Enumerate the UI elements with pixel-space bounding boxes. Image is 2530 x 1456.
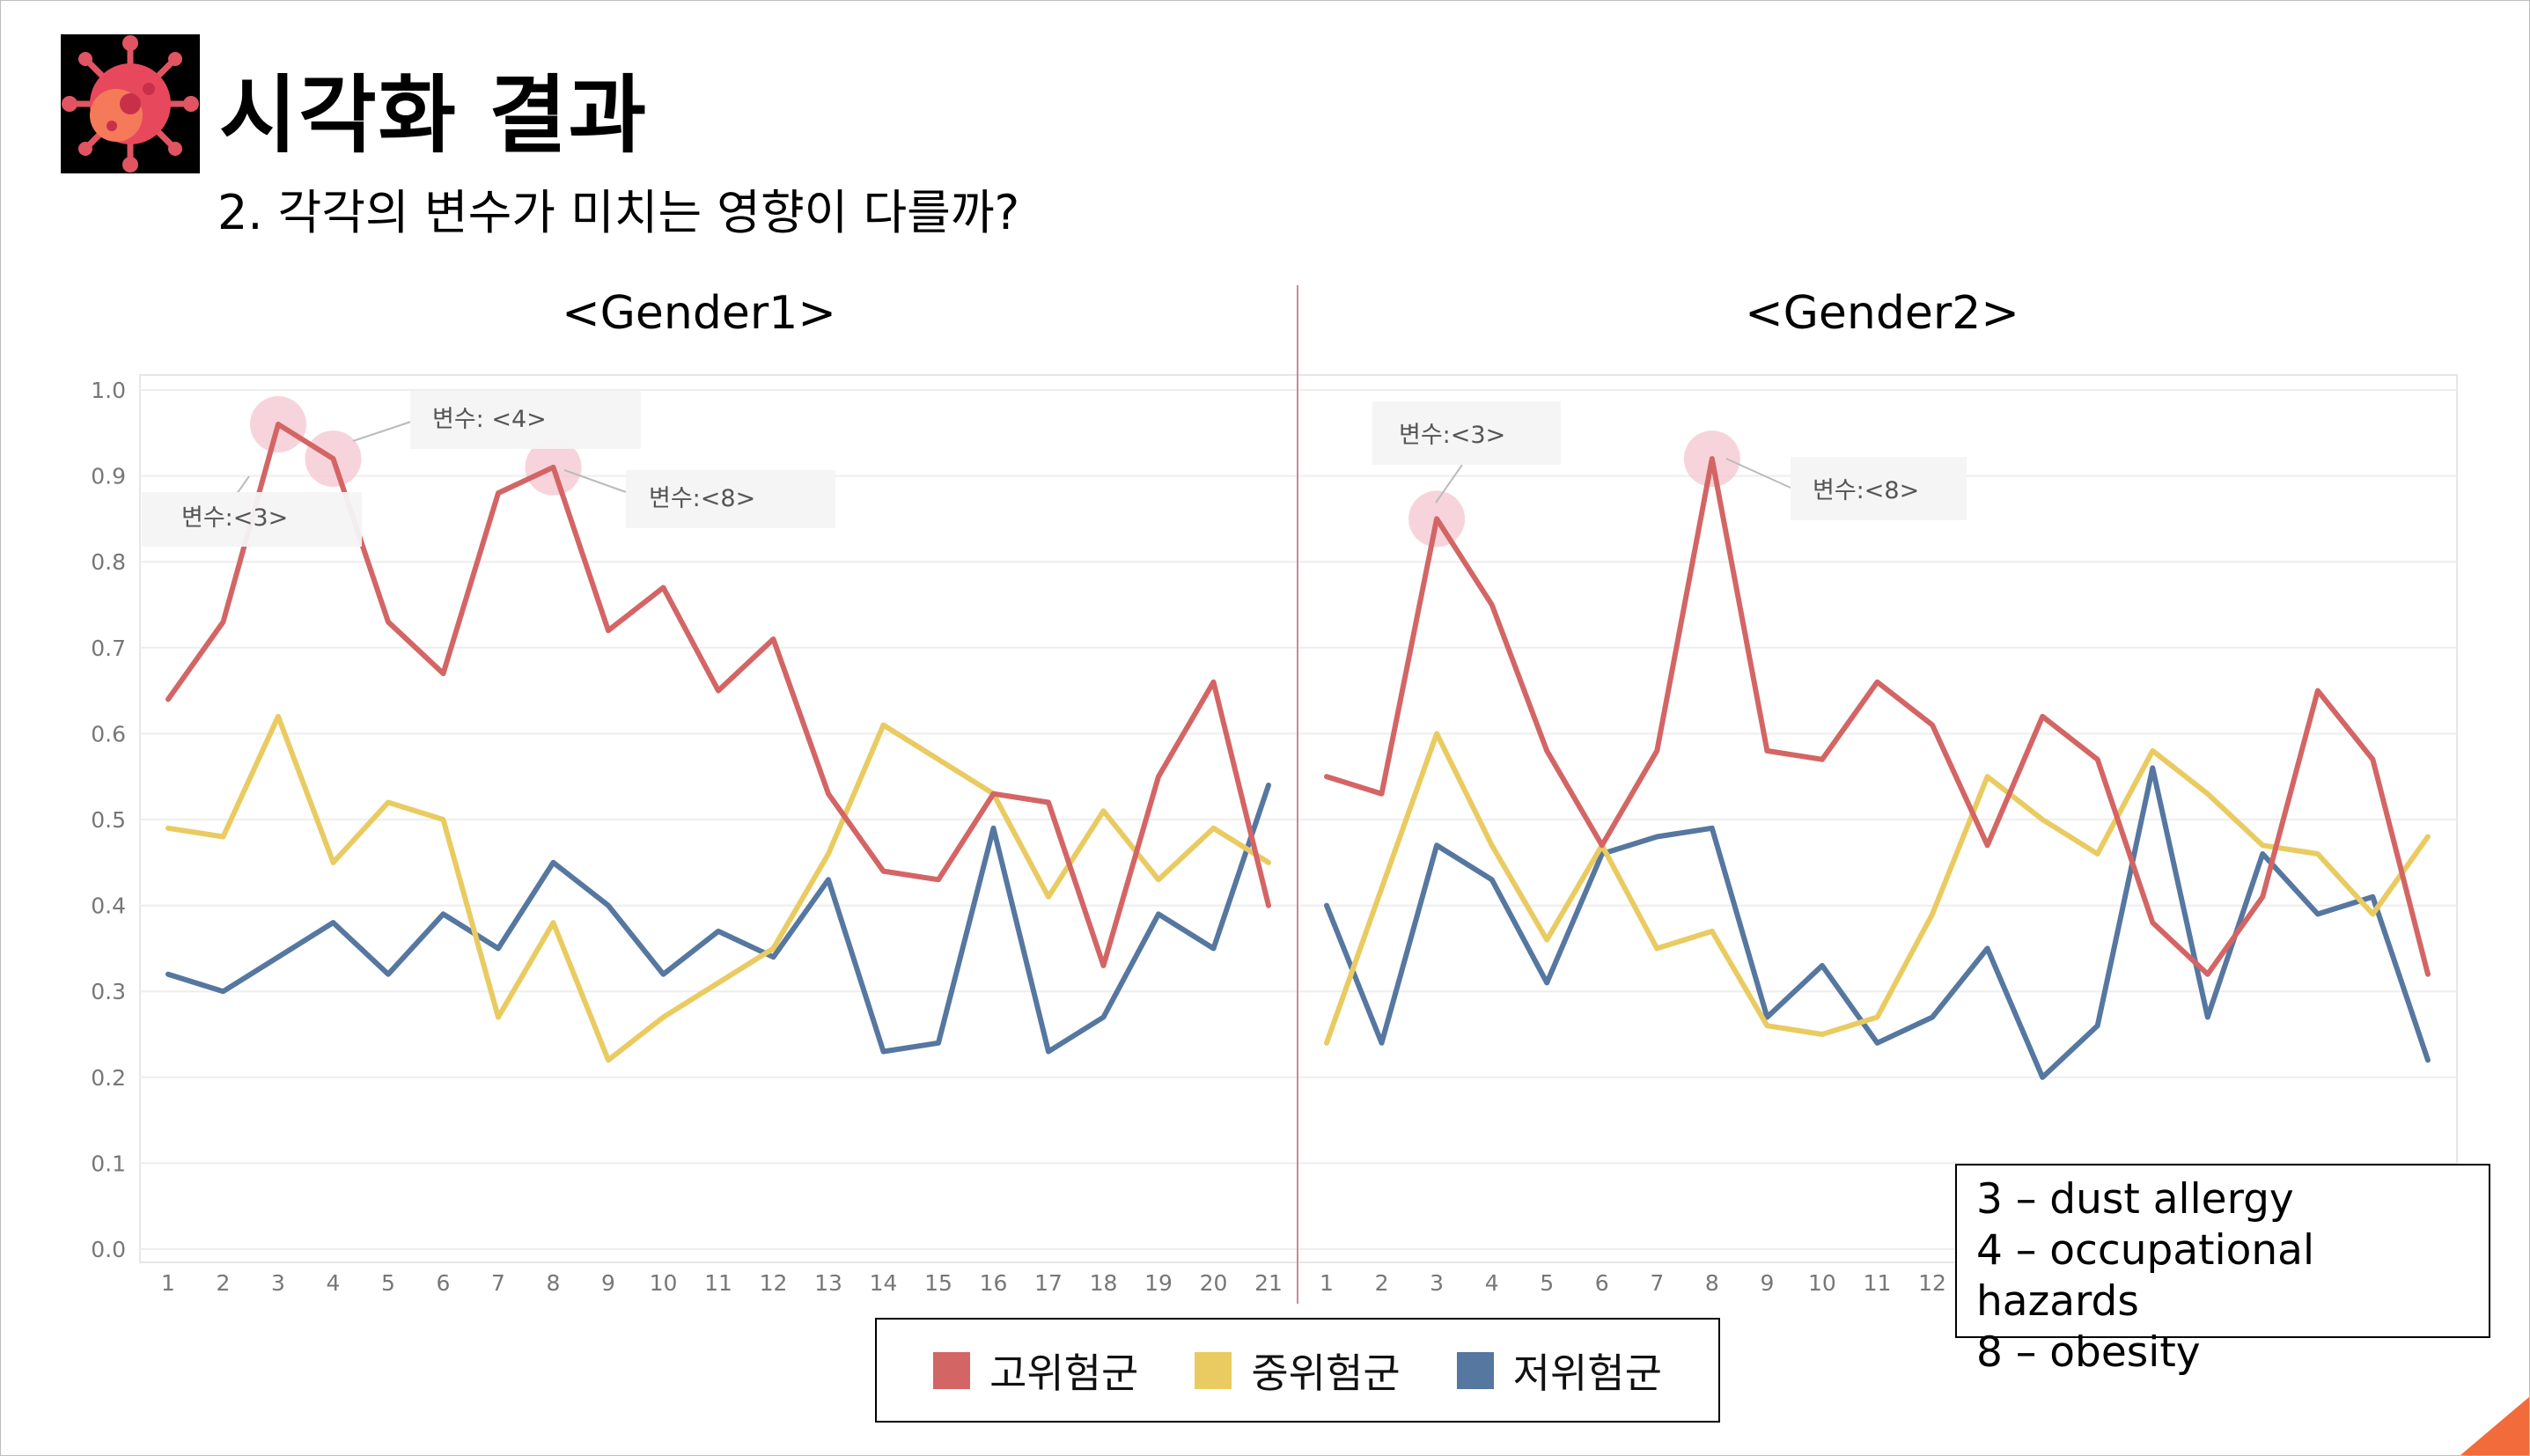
annotation-leader [1725,458,1791,489]
x-tick-label: 4 [1485,1270,1499,1296]
legend: 고위험군 중위험군 저위험군 [875,1318,1720,1423]
series-line-0 [1324,456,2431,977]
y-tick-label: 0.2 [91,1065,126,1091]
legend-item-high: 고위험군 [933,1342,1138,1400]
y-tick-label: 0.4 [91,893,126,919]
x-tick-label: 3 [1430,1270,1444,1296]
y-tick-label: 0.8 [91,549,126,575]
x-tick-label: 11 [704,1270,732,1296]
annotation-box [142,492,362,547]
note-line: 8 – obesity [1976,1328,2201,1377]
x-tick-label: 10 [650,1270,678,1296]
x-tick-label: 6 [437,1270,451,1296]
annotation-box [1372,401,1561,465]
x-tick-label: 16 [980,1270,1008,1296]
x-tick-label: 2 [1375,1270,1389,1296]
annotation-label: 변수: <4> [432,406,547,433]
note-line: 3 – dust allergy [1976,1175,2294,1224]
annotation-label: 변수:<8> [649,485,755,512]
y-tick-label: 0.9 [91,464,126,489]
y-tick-label: 0.0 [91,1237,126,1262]
annotation-box [626,470,835,528]
y-tick-label: 1.0 [91,378,126,403]
legend-swatch [933,1351,971,1389]
x-tick-label: 14 [870,1270,898,1296]
x-tick-label: 9 [1760,1270,1774,1296]
x-tick-label: 8 [547,1270,561,1296]
corner-decoration [2460,1397,2529,1455]
x-tick-label: 3 [271,1270,285,1296]
x-tick-label: 1 [161,1270,175,1296]
annotation-leader [563,469,627,493]
chart-title: <Gender1> [562,287,836,340]
legend-label: 저위험군 [1512,1349,1662,1397]
y-tick-label: 0.6 [91,721,126,746]
y-tick-label: 0.3 [91,979,126,1004]
x-tick-label: 9 [601,1270,615,1296]
annotation-label: 변수:<3> [1399,422,1505,449]
y-tick-label: 0.7 [91,636,126,661]
line-charts: <Gender1> 0.0 0.1 0.2 0.3 0.4 0.5 0.6 0.7 0.8 0.9 1… [91,285,2458,1304]
page-title: 시각화 결과 [219,66,649,165]
x-tick-label: 10 [1808,1270,1836,1296]
x-tick-label: 2 [217,1270,231,1296]
x-tick-label: 15 [924,1270,952,1296]
legend-swatch [1456,1351,1494,1389]
x-tick-label: 5 [381,1270,395,1296]
x-tick-label: 11 [1864,1270,1892,1296]
annotation-box [410,391,641,449]
legend-label: 중위험군 [1251,1349,1401,1397]
annotation-label: 변수:<3> [181,504,288,532]
x-tick-label: 12 [1918,1270,1946,1296]
annotation-box [1791,457,1967,520]
legend-swatch [1195,1351,1232,1389]
logo [61,34,200,173]
series-line-2 [165,783,1271,1055]
legend-item-mid: 중위험군 [1195,1342,1401,1400]
x-tick-label: 21 [1254,1270,1283,1296]
x-tick-label: 7 [491,1270,505,1296]
legend-label: 고위험군 [989,1349,1139,1397]
x-tick-label: 7 [1650,1270,1664,1296]
variable-notes: 3 – dust allergy 4 – occupational hazard… [1955,1164,2490,1377]
x-tick-label: 12 [760,1270,788,1296]
y-tick-label: 0.5 [91,807,126,833]
x-tick-label: 8 [1705,1270,1719,1296]
x-tick-label: 6 [1595,1270,1609,1296]
legend-item-low: 저위험군 [1456,1342,1662,1400]
annotation-label: 변수:<8> [1813,477,1919,504]
annotation-leader [352,421,412,442]
x-tick-label: 1 [1320,1270,1334,1296]
x-tick-label: 4 [327,1270,341,1296]
chart-gender2: <Gender2>1234567891011121314151617181920… [1297,287,2458,1296]
virus-icon [62,35,199,173]
note-line: 4 – occupational hazards [1976,1226,2315,1326]
x-tick-label: 13 [814,1270,842,1296]
x-tick-label: 17 [1034,1270,1063,1296]
series-line-2 [1324,765,2431,1080]
series-line-1 [165,713,1271,1063]
x-tick-label: 19 [1144,1270,1173,1296]
series-line-1 [1324,731,2431,1046]
chart-title: <Gender2> [1745,287,2019,340]
annotation-leader [1435,464,1463,504]
chart-gender1: <Gender1> 0.0 0.1 0.2 0.3 0.4 0.5 0.6 0.7 0.8 0.9 1… [91,287,1298,1296]
x-tick-label: 5 [1540,1270,1554,1296]
annotation-leader [236,475,250,495]
x-tick-label: 18 [1090,1270,1118,1296]
y-tick-label: 0.1 [91,1151,126,1176]
page-subtitle: 2. 각각의 변수가 미치는 영향이 다를까? [217,185,1020,240]
x-tick-label: 20 [1200,1270,1228,1296]
